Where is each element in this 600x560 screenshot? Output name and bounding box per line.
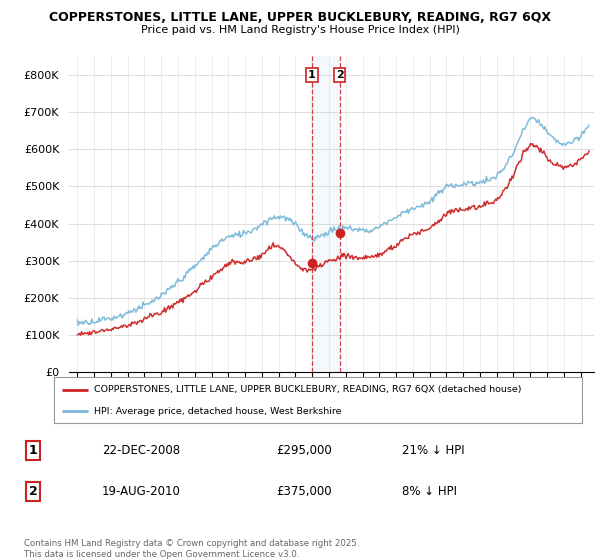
Text: 2: 2 <box>335 70 343 80</box>
Text: 22-DEC-2008: 22-DEC-2008 <box>102 444 180 457</box>
Text: 2: 2 <box>29 485 37 498</box>
Text: 8% ↓ HPI: 8% ↓ HPI <box>402 485 457 498</box>
Text: 21% ↓ HPI: 21% ↓ HPI <box>402 444 464 457</box>
Text: £375,000: £375,000 <box>276 485 332 498</box>
Text: 1: 1 <box>29 444 37 457</box>
Text: COPPERSTONES, LITTLE LANE, UPPER BUCKLEBURY, READING, RG7 6QX (detached house): COPPERSTONES, LITTLE LANE, UPPER BUCKLEB… <box>94 385 521 394</box>
Text: Price paid vs. HM Land Registry's House Price Index (HPI): Price paid vs. HM Land Registry's House … <box>140 25 460 35</box>
Text: £295,000: £295,000 <box>276 444 332 457</box>
Text: COPPERSTONES, LITTLE LANE, UPPER BUCKLEBURY, READING, RG7 6QX: COPPERSTONES, LITTLE LANE, UPPER BUCKLEB… <box>49 11 551 24</box>
Bar <box>312 56 340 372</box>
Text: HPI: Average price, detached house, West Berkshire: HPI: Average price, detached house, West… <box>94 407 341 416</box>
Text: 1: 1 <box>308 70 316 80</box>
Text: Contains HM Land Registry data © Crown copyright and database right 2025.
This d: Contains HM Land Registry data © Crown c… <box>24 539 359 559</box>
Text: 19-AUG-2010: 19-AUG-2010 <box>102 485 181 498</box>
